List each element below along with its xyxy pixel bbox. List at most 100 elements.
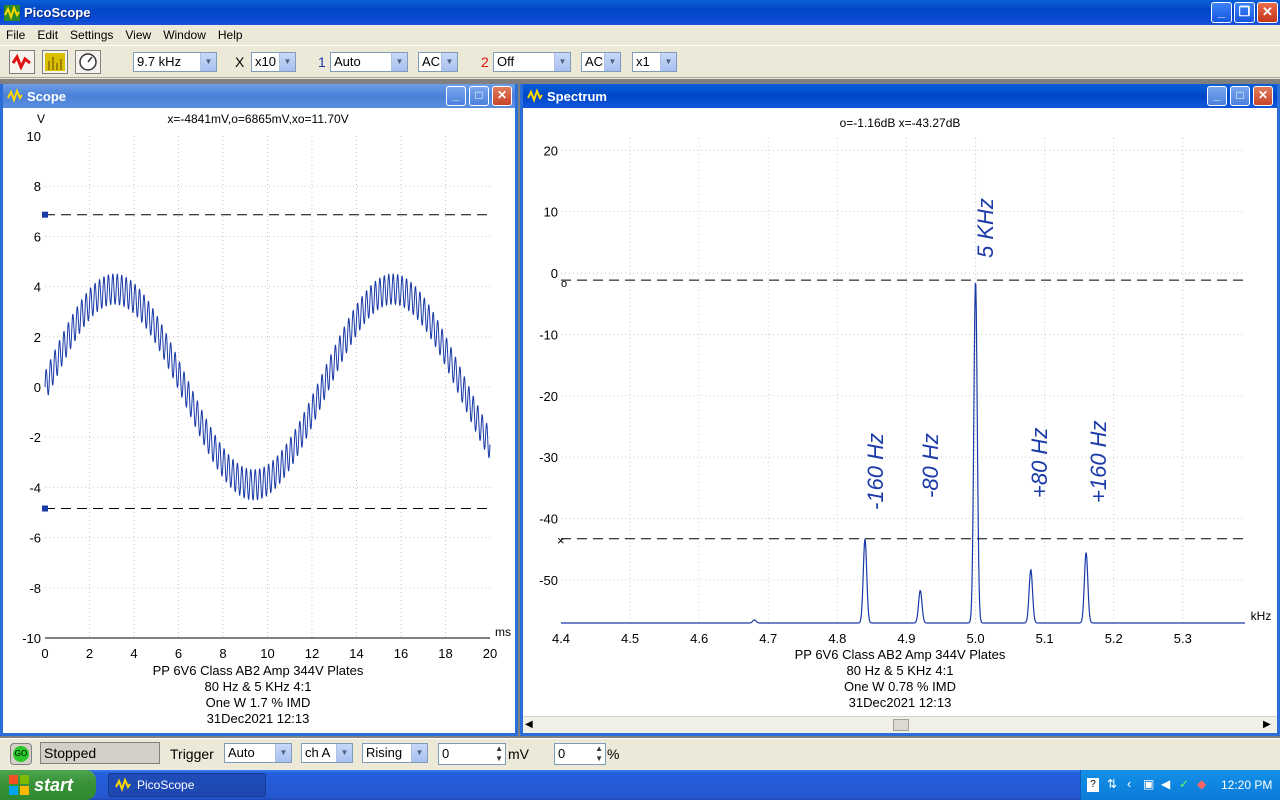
channel-2-range-select[interactable]: Off ▼ — [493, 52, 571, 72]
spectrum-title-bar[interactable]: Spectrum _ □ ✕ — [523, 84, 1277, 108]
spectrum-view-button[interactable] — [42, 50, 68, 74]
status-bar: GO Stopped Trigger Auto ▼ ch A ▼ Rising ▼ 0… — [0, 738, 1280, 768]
spectrum-x-tick: 4.8 — [828, 631, 846, 646]
zoom-value: x10 — [255, 54, 276, 69]
scope-y-tick: -4 — [29, 480, 41, 495]
trigger-mode-select[interactable]: Auto ▼ — [224, 743, 292, 763]
scope-plot[interactable]: x=-4841mV,o=6865mV,xo=11.70V V ms 0 2 4 6 8 1… — [3, 108, 515, 733]
app-title-bar[interactable]: PicoScope _ ❐ ✕ — [0, 0, 1280, 25]
taskbar-picoscope-button[interactable]: PicoScope — [108, 773, 266, 797]
picoscope-icon — [527, 88, 543, 103]
scope-x-tick: 16 — [394, 646, 408, 661]
security-icon[interactable]: ✓ — [1179, 777, 1190, 791]
menu-help[interactable]: Help — [217, 28, 243, 42]
spectrum-grid — [561, 138, 1245, 623]
spectrum-caption-line-1: PP 6V6 Class AB2 Amp 344V Plates — [795, 647, 1006, 662]
menu-settings[interactable]: Settings — [70, 28, 114, 42]
tray-expand-icon[interactable]: ‹ — [1127, 776, 1132, 791]
menu-edit[interactable]: Edit — [37, 28, 59, 42]
menu-window[interactable]: Window — [163, 28, 206, 42]
scope-caption-line-2: 80 Hz & 5 KHz 4:1 — [205, 679, 312, 694]
spectrum-x-tick: 5.3 — [1174, 631, 1192, 646]
trigger-level-unit: mV — [508, 746, 529, 762]
scope-x-tick: 12 — [305, 646, 319, 661]
windows-logo-icon — [9, 775, 29, 795]
channel-1-range-value: Auto — [334, 54, 361, 69]
scroll-right-icon[interactable]: ▶ — [1263, 719, 1271, 730]
scope-y-tick: 10 — [27, 129, 41, 144]
chevron-down-icon: ▼ — [336, 744, 352, 762]
scope-y-tick: 4 — [34, 280, 41, 295]
spectrum-maximize-button[interactable]: □ — [1230, 86, 1250, 106]
spinner-icon[interactable]: ▲ ▼ — [595, 744, 603, 763]
scope-y-tick: 2 — [34, 330, 41, 345]
toolbar: 9.7 kHz ▼ X x10 ▼ 1 Auto ▼ AC ▼ 2 Off ▼ AC ▼ x… — [0, 45, 1280, 78]
help-icon[interactable]: ? — [1087, 778, 1099, 792]
menu-view[interactable]: View — [125, 28, 152, 42]
scrollbar-thumb[interactable] — [893, 719, 909, 731]
minimize-button[interactable]: _ — [1211, 2, 1232, 23]
spectrum-y-tick: -30 — [539, 450, 558, 465]
channel-1-range-select[interactable]: Auto ▼ — [330, 52, 408, 72]
spectrum-close-button[interactable]: ✕ — [1253, 86, 1273, 106]
spectrum-plot[interactable]: o=-1.16dB x=-43.27dB kHz 4.4 4.5 4.6 4.7 4.8… — [523, 108, 1277, 714]
close-button[interactable]: ✕ — [1257, 2, 1278, 23]
network-icon[interactable]: ⇅ — [1107, 777, 1118, 791]
shield-icon[interactable]: ◆ — [1197, 777, 1207, 791]
scope-x-tick: 4 — [130, 646, 137, 661]
scope-marker-x-handle[interactable] — [42, 505, 48, 512]
spectrum-x-tick: 4.7 — [759, 631, 777, 646]
scope-minimize-button[interactable]: _ — [446, 86, 466, 106]
scope-y-tick: -10 — [22, 631, 41, 646]
scope-y-tick: -8 — [29, 581, 41, 596]
scroll-left-icon[interactable]: ◀ — [525, 719, 533, 730]
chevron-down-icon: ▼ — [275, 744, 291, 762]
annotation-5khz: 5 KHz — [973, 198, 998, 258]
restore-button[interactable]: ❐ — [1234, 2, 1255, 23]
scope-marker-o-handle[interactable] — [42, 211, 48, 218]
scope-close-button[interactable]: ✕ — [492, 86, 512, 106]
scope-y-tick: 6 — [34, 229, 41, 244]
pretrigger-input[interactable]: 0 ▲ ▼ — [554, 743, 606, 765]
start-button[interactable]: start — [0, 770, 96, 800]
scope-maximize-button[interactable]: □ — [469, 86, 489, 106]
scope-title-bar[interactable]: Scope _ □ ✕ — [3, 84, 515, 108]
timebase-select[interactable]: 9.7 kHz ▼ — [133, 52, 217, 72]
spectrum-x-tick: 5.2 — [1105, 631, 1123, 646]
spectrum-y-tick: -50 — [539, 573, 558, 588]
meter-view-button[interactable] — [75, 50, 101, 74]
spectrum-minimize-button[interactable]: _ — [1207, 86, 1227, 106]
spinner-icon[interactable]: ▲ ▼ — [495, 744, 503, 763]
trigger-edge-select[interactable]: Rising ▼ — [362, 743, 428, 763]
channel-2-multiplier-value: x1 — [636, 54, 650, 69]
trigger-label: Trigger — [170, 746, 214, 762]
go-icon: GO — [13, 746, 29, 762]
trigger-channel-select[interactable]: ch A ▼ — [301, 743, 353, 763]
spectrum-horizontal-scrollbar[interactable]: ◀ ▶ — [523, 716, 1277, 733]
chevron-down-icon: ▼ — [411, 744, 427, 762]
monitor-icon[interactable]: ▣ — [1143, 777, 1155, 791]
chevron-down-icon: ▼ — [604, 53, 620, 71]
annotation-minus-80hz: -80 Hz — [918, 433, 943, 498]
scope-view-button[interactable] — [9, 50, 35, 74]
scope-caption-line-4: 31Dec2021 12:13 — [207, 711, 310, 726]
zoom-select[interactable]: x10 ▼ — [251, 52, 296, 72]
scope-caption-line-3: One W 1.7 % IMD — [206, 695, 311, 710]
zoom-x-label: X — [235, 54, 245, 70]
spectrum-readout: o=-1.16dB x=-43.27dB — [840, 116, 961, 130]
speaker-icon[interactable]: ◀ — [1161, 777, 1171, 791]
system-tray: ? ⇅ ‹ ▣ ◀ ✓ ◆ 12:20 PM — [1080, 770, 1280, 800]
go-button[interactable]: GO — [10, 743, 32, 765]
channel-2-coupling-select[interactable]: AC ▼ — [581, 52, 621, 72]
menu-file[interactable]: File — [6, 28, 26, 42]
trigger-level-input[interactable]: 0 ▲ ▼ — [438, 743, 506, 765]
scope-x-tick: 10 — [260, 646, 274, 661]
scope-markers — [42, 211, 490, 512]
spectrum-marker-o: o — [561, 278, 567, 290]
trigger-channel-value: ch A — [305, 745, 331, 760]
scope-x-unit: ms — [495, 625, 511, 639]
menu-bar: File Edit Settings View Window Help — [0, 25, 1280, 45]
channel-1-coupling-select[interactable]: AC ▼ — [418, 52, 458, 72]
channel-2-multiplier-select[interactable]: x1 ▼ — [632, 52, 677, 72]
spectrum-caption-line-3: One W 0.78 % IMD — [844, 679, 956, 694]
